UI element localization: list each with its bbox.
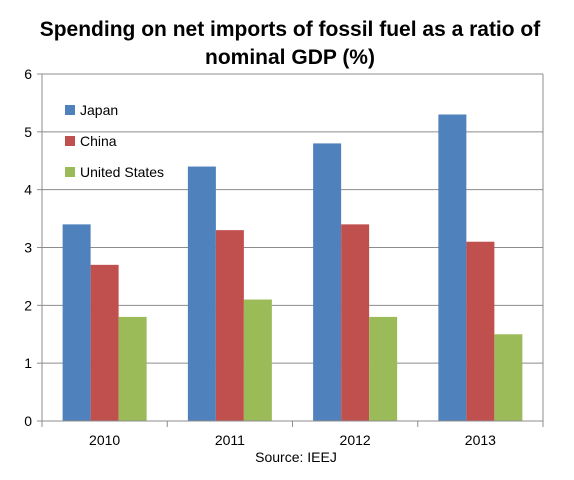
- y-tick-label-2: 2: [24, 297, 32, 313]
- x-tick-label-2010: 2010: [89, 432, 120, 448]
- y-tick-label-6: 6: [24, 66, 32, 82]
- chart-title-line-2: nominal GDP (%): [205, 46, 375, 69]
- bar-japan-2012: [313, 143, 342, 421]
- legend-swatch-china: [65, 136, 75, 146]
- bar-china-2013: [466, 241, 495, 421]
- bar-china-2012: [341, 224, 370, 421]
- legend-swatch-united-states: [65, 167, 75, 177]
- bar-japan-2013: [438, 114, 467, 421]
- gridlines: [42, 73, 544, 421]
- legend-swatch-japan: [65, 105, 75, 115]
- legend-label-china: China: [80, 133, 117, 149]
- y-tick-label-4: 4: [24, 182, 32, 198]
- bar-united-states-2013: [494, 334, 523, 421]
- bar-japan-2010: [62, 224, 91, 421]
- bar-china-2011: [215, 230, 244, 421]
- bar-united-states-2011: [243, 299, 272, 421]
- bar-japan-2011: [187, 166, 216, 421]
- legend-label-united-states: United States: [80, 164, 164, 180]
- y-tick-label-5: 5: [24, 124, 32, 140]
- chart-title-line-1: Spending on net imports of fossil fuel a…: [40, 18, 542, 41]
- axes: 0 1 2 3 4 5 6 2010 2011 2012 2013: [24, 66, 544, 448]
- x-tick-label-2012: 2012: [340, 432, 371, 448]
- x-tick-label-2011: 2011: [215, 432, 245, 448]
- legend-label-japan: Japan: [80, 102, 118, 118]
- bars: [62, 114, 523, 421]
- bar-united-states-2012: [369, 316, 398, 421]
- y-tick-label-0: 0: [24, 413, 32, 429]
- source-note: Source: IEEJ: [255, 449, 337, 465]
- y-tick-label-1: 1: [24, 355, 32, 371]
- y-tick-label-3: 3: [24, 240, 32, 256]
- x-tick-label-2013: 2013: [465, 432, 496, 448]
- legend: Japan China United States: [65, 102, 164, 180]
- bar-united-states-2010: [118, 316, 147, 421]
- bar-china-2010: [90, 264, 119, 421]
